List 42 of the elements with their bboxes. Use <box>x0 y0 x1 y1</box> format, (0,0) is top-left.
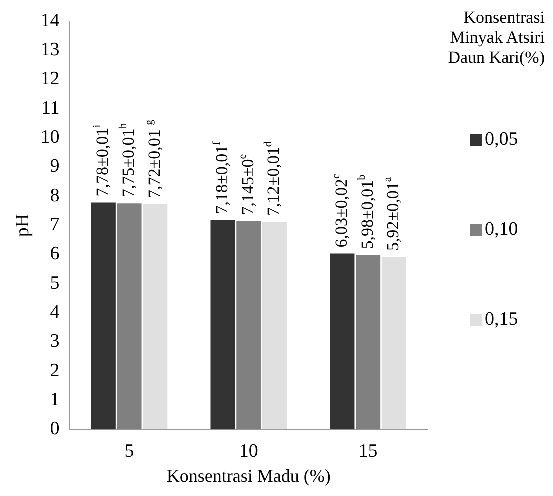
y-tick-label: 12 <box>40 68 60 90</box>
y-tick-label: 11 <box>42 98 60 119</box>
data-label: 7,145±0e <box>236 154 258 216</box>
y-tick-label: 1 <box>50 389 60 410</box>
y-tick-label: 13 <box>40 40 60 61</box>
bar <box>262 222 288 430</box>
data-label: 7,12±0,01d <box>262 141 284 216</box>
legend-label: 0,05 <box>485 129 518 150</box>
y-tick-label: 6 <box>50 244 60 265</box>
data-label: 5,92±0,01a <box>382 177 403 251</box>
data-label: 7,72±0,01 g <box>143 119 164 199</box>
y-tick-label: 8 <box>50 185 60 206</box>
x-axis-title: Konsentrasi Madu (%) <box>166 466 331 486</box>
data-label: 6,03±0,02c <box>330 174 351 248</box>
x-tick-label: 5 <box>124 440 134 462</box>
bar <box>117 204 142 430</box>
bar <box>210 220 236 430</box>
y-tick-label: 14 <box>40 10 60 32</box>
data-label: 7,78±0,01i <box>92 124 112 197</box>
bar <box>330 254 355 430</box>
bar <box>91 202 116 430</box>
y-axis-title: pH <box>12 214 34 238</box>
bar <box>236 221 262 430</box>
bar <box>382 256 406 430</box>
y-tick-label: 10 <box>40 127 60 148</box>
bar <box>356 255 381 430</box>
legend-title: Konsentrasi Minyak Atsiri Daun Kari(%) <box>447 8 545 68</box>
data-label: 7,75±0,01h <box>117 122 138 198</box>
y-tick-label: 2 <box>50 360 60 382</box>
data-label: 5,98±0,01b <box>356 174 377 250</box>
bar <box>143 204 168 430</box>
y-tick-label: 4 <box>50 302 60 323</box>
x-tick-label: 10 <box>239 440 258 462</box>
x-tick-label: 15 <box>358 440 378 462</box>
data-label: 7,18±0,01f <box>210 141 232 214</box>
y-tick-label: 7 <box>50 214 60 236</box>
y-tick-label: 0 <box>50 418 60 440</box>
y-tick-label: 9 <box>50 156 60 178</box>
y-tick-label: 3 <box>50 331 60 352</box>
legend-label: 0,15 <box>485 309 518 330</box>
y-tick-label: 5 <box>50 272 60 294</box>
legend-label: 0,10 <box>485 219 518 240</box>
